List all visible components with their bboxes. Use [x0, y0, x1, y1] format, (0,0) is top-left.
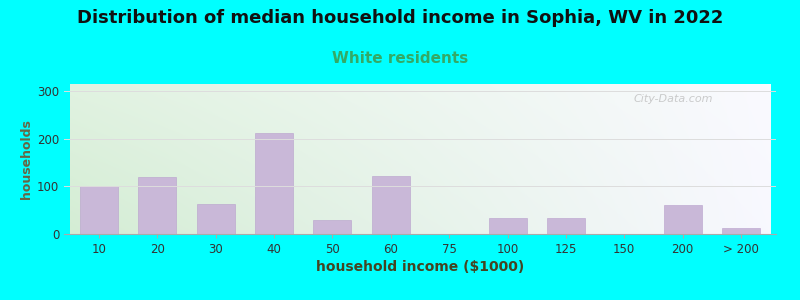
Bar: [372, 176, 410, 234]
Bar: [489, 218, 526, 234]
Bar: [664, 206, 702, 234]
Bar: [255, 133, 293, 234]
Bar: [138, 177, 176, 234]
X-axis label: household income ($1000): household income ($1000): [316, 260, 524, 274]
Bar: [197, 205, 234, 234]
Text: Distribution of median household income in Sophia, WV in 2022: Distribution of median household income …: [77, 9, 723, 27]
Bar: [80, 186, 118, 234]
Bar: [722, 228, 760, 234]
Y-axis label: households: households: [20, 119, 33, 199]
Text: City-Data.com: City-Data.com: [634, 94, 713, 104]
Bar: [314, 220, 351, 234]
Text: White residents: White residents: [332, 51, 468, 66]
Bar: [547, 218, 585, 234]
